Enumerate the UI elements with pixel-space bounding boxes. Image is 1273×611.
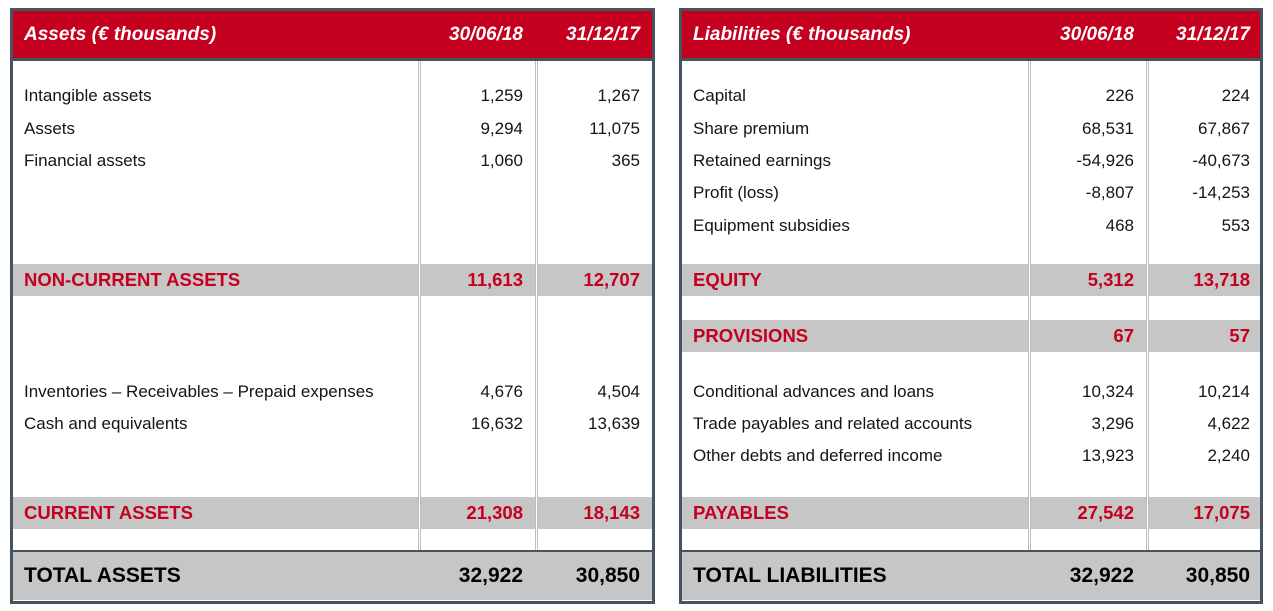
row-label: Cash and equivalents <box>24 414 188 433</box>
total-value-1: 32,922 <box>458 564 523 587</box>
subtotal-value-1: 11,613 <box>467 269 523 290</box>
row-value-2: 2,240 <box>1207 446 1250 465</box>
row-value-2: 10,214 <box>1198 382 1250 401</box>
subtotal-label: EQUITY <box>693 269 762 290</box>
row-value-1: 468 <box>1105 216 1134 235</box>
asset-row: Assets 9,294 11,075 <box>13 113 652 145</box>
liability-row: Profit (loss) -8,807 -14,253 <box>682 177 1260 209</box>
total-value-2: 30,850 <box>575 564 640 587</box>
liability-row: Trade payables and related accounts 3,29… <box>682 408 1260 440</box>
liabilities-header-date-2: 31/12/17 <box>1176 24 1250 45</box>
subtotal-value-1: 27,542 <box>1077 502 1134 523</box>
row-value-1: 3,296 <box>1091 414 1134 433</box>
column-divider <box>1146 61 1149 550</box>
row-label: Inventories – Receivables – Prepaid expe… <box>24 382 374 401</box>
total-value-1: 32,922 <box>1069 564 1134 587</box>
row-value-2: 13,639 <box>588 414 640 433</box>
row-label: Equipment subsidies <box>693 216 850 235</box>
row-value-2: 11,075 <box>589 119 640 138</box>
row-value-1: -8,807 <box>1085 183 1134 202</box>
subtotal-value-1: 5,312 <box>1087 269 1134 290</box>
assets-header: Assets (€ thousands) 30/06/18 31/12/17 <box>13 11 652 61</box>
row-label: Capital <box>693 86 746 105</box>
row-label: Conditional advances and loans <box>693 382 935 401</box>
total-label: TOTAL ASSETS <box>24 564 181 587</box>
asset-row: Financial assets 1,060 365 <box>13 145 652 177</box>
row-label: Share premium <box>693 119 810 138</box>
row-value-1: 68,531 <box>1082 119 1134 138</box>
row-value-1: 13,923 <box>1082 446 1134 465</box>
asset-row: Intangible assets 1,259 1,267 <box>13 80 652 112</box>
total-value-2: 30,850 <box>1185 564 1250 587</box>
subtotal-equity: EQUITY 5,312 13,718 <box>682 264 1260 296</box>
liabilities-header: Liabilities (€ thousands) 30/06/18 31/12… <box>682 11 1260 61</box>
row-label: Financial assets <box>24 151 146 170</box>
liabilities-header-date-1: 30/06/18 <box>1060 24 1134 45</box>
subtotal-label: PROVISIONS <box>693 325 809 346</box>
subtotal-label: CURRENT ASSETS <box>24 502 193 523</box>
liability-row: Retained earnings -54,926 -40,673 <box>682 145 1260 177</box>
row-label: Assets <box>24 119 76 138</box>
row-label: Intangible assets <box>24 86 152 105</box>
row-value-2: 4,622 <box>1207 414 1250 433</box>
row-value-2: 365 <box>611 151 640 170</box>
subtotal-provisions: PROVISIONS 67 57 <box>682 320 1260 352</box>
row-value-1: -54,926 <box>1076 151 1134 170</box>
row-value-1: 4,676 <box>480 382 523 401</box>
subtotal-value-2: 18,143 <box>583 502 640 523</box>
total-label: TOTAL LIABILITIES <box>693 564 887 587</box>
column-divider <box>1028 61 1031 550</box>
subtotal-label: NON-CURRENT ASSETS <box>24 269 241 290</box>
row-value-2: -40,673 <box>1192 151 1250 170</box>
row-value-2: 67,867 <box>1198 119 1250 138</box>
liabilities-table: Liabilities (€ thousands) 30/06/18 31/12… <box>679 8 1263 604</box>
row-value-2: 1,267 <box>597 86 640 105</box>
liability-row: Other debts and deferred income 13,923 2… <box>682 440 1260 472</box>
row-label: Trade payables and related accounts <box>693 414 973 433</box>
column-divider <box>418 61 421 550</box>
row-value-1: 9,294 <box>480 119 523 138</box>
subtotal-value-2: 13,718 <box>1193 269 1250 290</box>
liabilities-header-title: Liabilities (€ thousands) <box>693 24 911 45</box>
subtotal-label: PAYABLES <box>693 502 789 523</box>
column-divider <box>535 61 538 550</box>
liability-row: Capital 226 224 <box>682 80 1260 112</box>
subtotal-payables: PAYABLES 27,542 17,075 <box>682 497 1260 529</box>
row-label: Retained earnings <box>693 151 831 170</box>
assets-header-title: Assets (€ thousands) <box>24 24 217 45</box>
row-value-1: 1,060 <box>480 151 523 170</box>
subtotal-non-current-assets: NON-CURRENT ASSETS 11,613 12,707 <box>13 264 652 296</box>
total-assets-row: TOTAL ASSETS 32,922 30,850 <box>13 550 652 600</box>
liability-row: Share premium 68,531 67,867 <box>682 113 1260 145</box>
row-label: Profit (loss) <box>693 183 779 202</box>
asset-row: Cash and equivalents 16,632 13,639 <box>13 408 652 440</box>
subtotal-value-1: 21,308 <box>466 502 523 523</box>
row-value-1: 226 <box>1105 86 1134 105</box>
assets-table: Assets (€ thousands) 30/06/18 31/12/17 I… <box>10 8 655 604</box>
total-liabilities-row: TOTAL LIABILITIES 32,922 30,850 <box>682 550 1260 600</box>
asset-row: Inventories – Receivables – Prepaid expe… <box>13 376 652 408</box>
row-value-2: -14,253 <box>1192 183 1250 202</box>
row-value-2: 4,504 <box>597 382 640 401</box>
row-label: Other debts and deferred income <box>693 446 943 465</box>
liability-row: Conditional advances and loans 10,324 10… <box>682 376 1260 408</box>
subtotal-value-2: 17,075 <box>1193 502 1250 523</box>
row-value-2: 224 <box>1221 86 1250 105</box>
row-value-2: 553 <box>1221 216 1250 235</box>
liability-row: Equipment subsidies 468 553 <box>682 210 1260 242</box>
subtotal-value-2: 57 <box>1229 325 1250 346</box>
subtotal-value-2: 12,707 <box>583 269 640 290</box>
row-value-1: 10,324 <box>1082 382 1134 401</box>
row-value-1: 1,259 <box>480 86 523 105</box>
subtotal-value-1: 67 <box>1113 325 1134 346</box>
assets-header-date-2: 31/12/17 <box>566 24 640 45</box>
row-value-1: 16,632 <box>471 414 523 433</box>
assets-header-date-1: 30/06/18 <box>449 24 523 45</box>
subtotal-current-assets: CURRENT ASSETS 21,308 18,143 <box>13 497 652 529</box>
